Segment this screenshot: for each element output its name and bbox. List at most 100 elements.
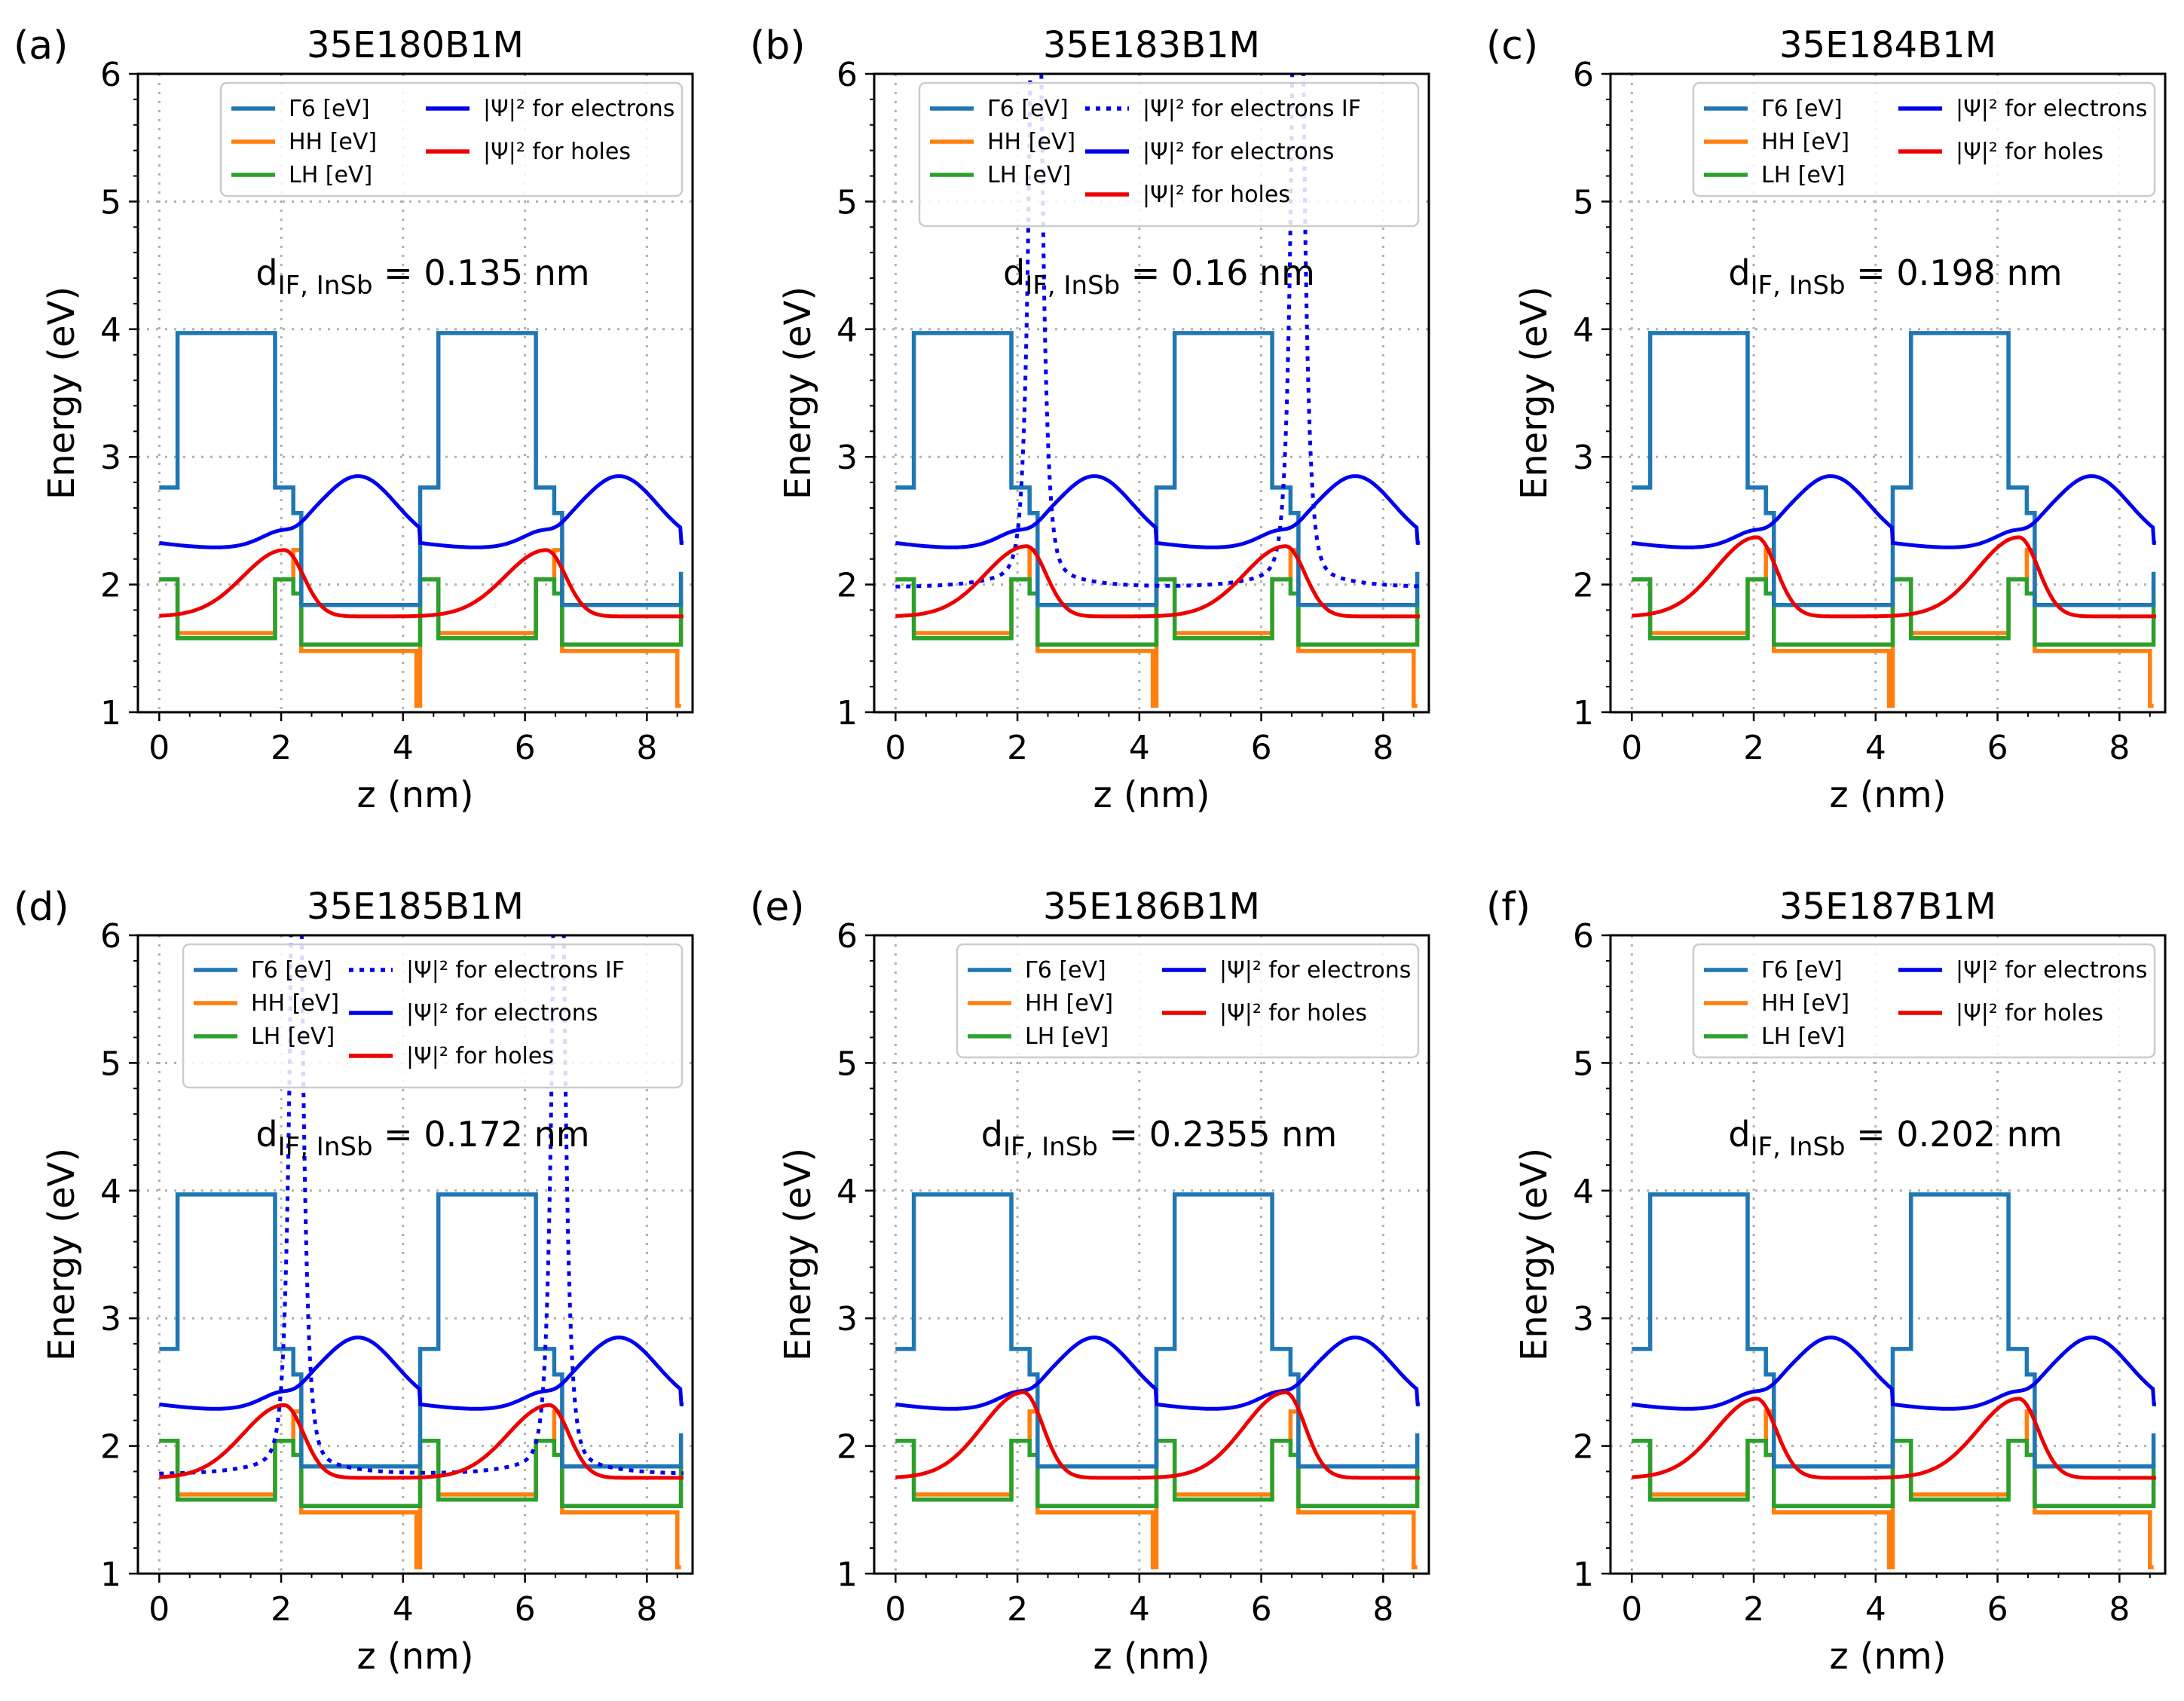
panel-b: 0 2 4 6 8 1 2 3 4 5 6 z (nm) Energy (eV) 35E183B1M (b)… bbox=[750, 23, 1430, 816]
y-tick-label: 3 bbox=[100, 1300, 121, 1338]
x-tick-label: 6 bbox=[515, 729, 536, 767]
electrons-line bbox=[895, 474, 1421, 549]
y-tick-label: 5 bbox=[100, 1045, 121, 1083]
y-tick-label: 4 bbox=[1573, 311, 1594, 350]
y-tick-label: 1 bbox=[1573, 1556, 1594, 1594]
legend-holes-label: |Ψ|² for holes bbox=[1956, 1000, 2103, 1026]
panel-d: 0 2 4 6 8 1 2 3 4 5 6 z (nm) Energy (eV) 35E185B1M (d)… bbox=[14, 885, 694, 1678]
x-tick-label: 2 bbox=[271, 1590, 292, 1629]
annotation-value: = 0.198 nm bbox=[1846, 252, 2063, 293]
annotation-value: = 0.16 nm bbox=[1120, 252, 1315, 293]
x-tick-label: 4 bbox=[393, 1590, 414, 1629]
plot-area bbox=[895, 74, 1421, 708]
x-tick-label: 2 bbox=[1007, 729, 1028, 767]
electrons-line bbox=[895, 1335, 1421, 1411]
x-tick-label: 6 bbox=[1987, 729, 2008, 767]
panel-a: 0 2 4 6 8 1 2 3 4 5 6 z (nm) Energy (eV) 35E180B1M (a)… bbox=[14, 23, 694, 816]
y-tick-label: 1 bbox=[837, 694, 858, 733]
x-tick-label: 6 bbox=[515, 1590, 536, 1629]
legend-box bbox=[1692, 943, 2156, 1059]
x-tick-label: 0 bbox=[885, 1590, 906, 1629]
legend-box bbox=[1692, 81, 2156, 197]
y-tick-label: 3 bbox=[1573, 1300, 1594, 1338]
panel-title: 35E183B1M bbox=[1043, 24, 1260, 66]
x-tick-label: 2 bbox=[1743, 729, 1764, 767]
x-axis-label: z (nm) bbox=[356, 774, 473, 816]
legend-box bbox=[956, 943, 1420, 1059]
panel-f: 0 2 4 6 8 1 2 3 4 5 6 z (nm) Energy (eV) 35E187B1M (f)… bbox=[1486, 885, 2167, 1678]
legend-electrons-label: |Ψ|² for electrons bbox=[406, 1000, 598, 1026]
x-tick-label: 4 bbox=[393, 729, 414, 767]
x-tick-label: 2 bbox=[1007, 1590, 1028, 1629]
legend-gamma6-label: Γ6 [eV] bbox=[1761, 957, 1843, 984]
x-tick-label: 8 bbox=[636, 729, 657, 767]
legend-holes-label: |Ψ|² for holes bbox=[1956, 139, 2103, 165]
panel-title: 35E184B1M bbox=[1779, 24, 1996, 66]
electrons-if-line bbox=[895, 74, 1421, 589]
annotation: dIF, InSb = 0.198 nm bbox=[1728, 252, 2062, 301]
legend-holes-label: |Ψ|² for holes bbox=[1142, 182, 1290, 208]
plot-area bbox=[158, 331, 684, 708]
x-axis-label: z (nm) bbox=[1093, 1635, 1210, 1678]
y-axis-label: Energy (eV) bbox=[777, 1148, 819, 1361]
legend-electrons-label: |Ψ|² for electrons bbox=[1219, 957, 1411, 984]
x-tick-label: 0 bbox=[148, 1590, 170, 1629]
legend-gamma6-label: Γ6 [eV] bbox=[289, 96, 370, 122]
legend: Γ6 [eV] HH [eV] LH [eV] |Ψ|² for electrons |… bbox=[1692, 81, 2156, 197]
y-tick-label: 6 bbox=[1573, 56, 1594, 94]
panel-c: 0 2 4 6 8 1 2 3 4 5 6 z (nm) Energy (eV) 35E184B1M (c)… bbox=[1486, 23, 2167, 816]
panel-title: 35E187B1M bbox=[1779, 886, 1996, 928]
legend-gamma6-label: Γ6 [eV] bbox=[1025, 957, 1106, 984]
y-tick-label: 5 bbox=[1573, 1045, 1594, 1083]
annotation-main: d bbox=[1003, 252, 1025, 293]
y-tick-label: 6 bbox=[1573, 917, 1594, 956]
y-tick-label: 4 bbox=[100, 311, 121, 350]
holes-line bbox=[1632, 1397, 2156, 1480]
y-tick-label: 6 bbox=[100, 56, 121, 94]
annotation-sub: IF, InSb bbox=[278, 271, 373, 301]
y-tick-label: 5 bbox=[837, 1045, 858, 1083]
panel-letter: (f) bbox=[1486, 885, 1531, 930]
holes-line bbox=[159, 1403, 684, 1480]
x-tick-label: 8 bbox=[1372, 1590, 1393, 1629]
y-tick-label: 1 bbox=[837, 1556, 858, 1594]
y-tick-label: 1 bbox=[1573, 694, 1594, 733]
annotation-value: = 0.135 nm bbox=[373, 252, 590, 293]
y-axis-label: Energy (eV) bbox=[1513, 1148, 1555, 1361]
y-tick-label: 1 bbox=[100, 1556, 121, 1594]
legend-electrons-label: |Ψ|² for electrons bbox=[1956, 957, 2147, 984]
x-tick-label: 0 bbox=[885, 729, 906, 767]
axes-frame bbox=[1609, 72, 2167, 714]
annotation: dIF, InSb = 0.135 nm bbox=[255, 252, 589, 301]
x-tick-label: 6 bbox=[1251, 1590, 1272, 1629]
y-tick-label: 3 bbox=[100, 439, 121, 477]
legend-lh-label: LH [eV] bbox=[1761, 1023, 1845, 1050]
x-tick-label: 8 bbox=[2109, 1590, 2130, 1629]
legend-electrons-if-label: |Ψ|² for electrons IF bbox=[406, 957, 625, 984]
holes-line bbox=[895, 544, 1420, 619]
gamma6-line bbox=[895, 331, 1420, 607]
holes-line bbox=[895, 1390, 1420, 1480]
y-tick-label: 4 bbox=[100, 1173, 121, 1211]
axes-frame bbox=[873, 72, 1430, 714]
annotation-sub: IF, InSb bbox=[1003, 1132, 1098, 1162]
y-axis-label: Energy (eV) bbox=[1513, 286, 1555, 500]
annotation-sub: IF, InSb bbox=[1751, 271, 1846, 301]
legend-gamma6-label: Γ6 [eV] bbox=[1761, 96, 1843, 122]
electrons-line bbox=[1631, 474, 2157, 549]
panel-letter: (d) bbox=[14, 885, 69, 930]
x-axis-label: z (nm) bbox=[1093, 774, 1210, 816]
y-tick-label: 2 bbox=[837, 1428, 858, 1467]
annotation-value: = 0.172 nm bbox=[373, 1114, 590, 1155]
annotation-main: d bbox=[255, 252, 277, 293]
legend-electrons-label: |Ψ|² for electrons bbox=[1956, 96, 2147, 122]
electrons-line bbox=[158, 1335, 684, 1411]
gamma6-line bbox=[1632, 331, 2156, 607]
annotation-main: d bbox=[1728, 1114, 1750, 1155]
y-tick-label: 3 bbox=[837, 1300, 858, 1338]
x-tick-label: 2 bbox=[271, 729, 292, 767]
legend-electrons-label: |Ψ|² for electrons bbox=[1142, 139, 1334, 165]
panel-letter: (b) bbox=[750, 23, 806, 69]
panel-letter: (c) bbox=[1486, 23, 1538, 69]
legend: Γ6 [eV] HH [eV] LH [eV] |Ψ|² for electrons … bbox=[182, 943, 684, 1089]
